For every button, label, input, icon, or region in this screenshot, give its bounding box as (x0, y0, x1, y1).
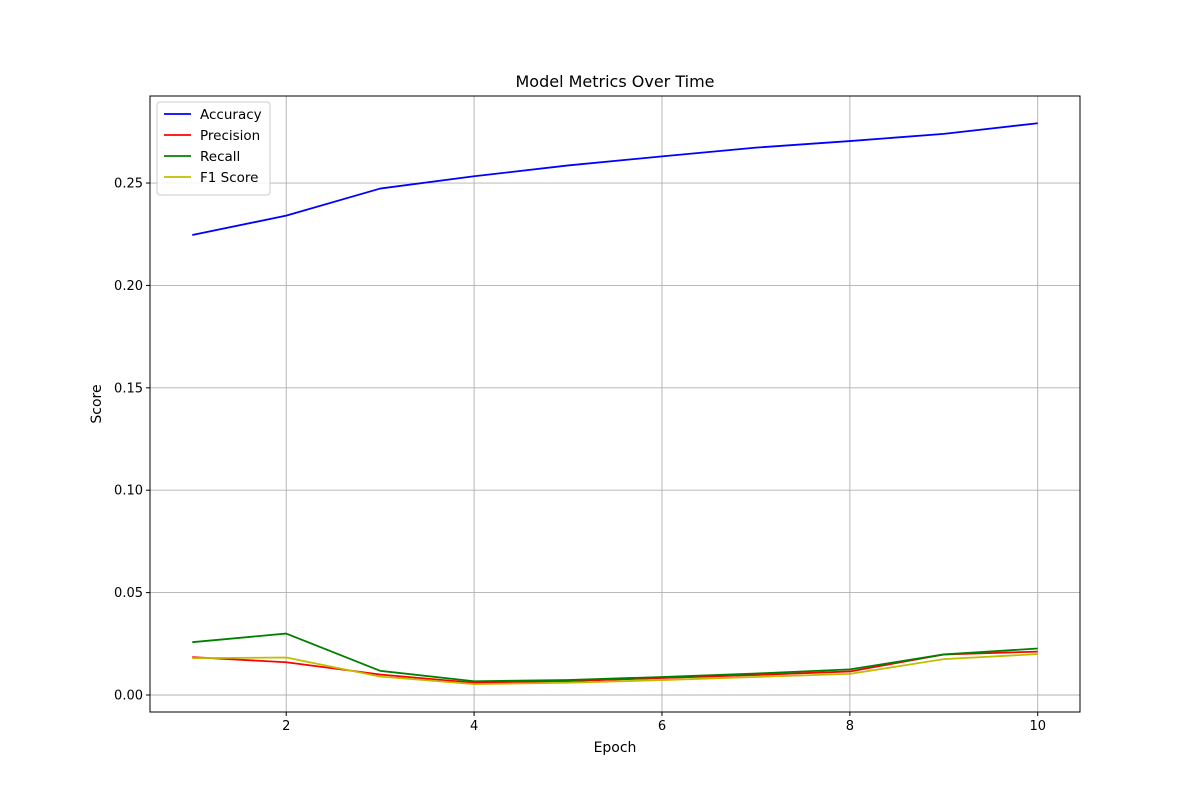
axis-ticks: 2 4 6 8 10 0.00 0.05 0.10 0.15 0.20 0.25 (114, 177, 1046, 734)
y-tick-label: 0.05 (114, 586, 143, 601)
x-tick-label: 2 (282, 719, 290, 734)
y-tick-label: 0.15 (114, 381, 143, 396)
x-tick-label: 4 (470, 719, 478, 734)
legend: Accuracy Precision Recall F1 Score (156, 101, 271, 196)
plot-frame (149, 95, 1081, 713)
y-axis-label: Score (89, 384, 105, 423)
y-tick-label: 0.20 (114, 279, 143, 294)
y-tick-label: 0.25 (114, 177, 143, 192)
y-tick-label: 0.10 (114, 484, 143, 499)
x-tick-label: 6 (658, 719, 666, 734)
grid (150, 96, 1080, 712)
legend-label-precision: Precision (200, 128, 260, 144)
y-tick-label: 0.00 (114, 689, 143, 704)
legend-label-accuracy: Accuracy (200, 107, 262, 123)
legend-box (156, 101, 271, 196)
x-tick-label: 8 (846, 719, 854, 734)
legend-label-recall: Recall (200, 149, 240, 165)
x-axis-label: Epoch (594, 740, 637, 756)
series-lines (192, 122, 1038, 686)
legend-label-f1-score: F1 Score (200, 170, 258, 186)
series-line-f1-score (192, 653, 1038, 686)
series-line-recall (192, 632, 1038, 683)
chart-title: Model Metrics Over Time (515, 72, 714, 91)
series-line-precision (192, 650, 1038, 684)
x-tick-label: 10 (1029, 719, 1046, 734)
series-line-accuracy (192, 122, 1038, 236)
